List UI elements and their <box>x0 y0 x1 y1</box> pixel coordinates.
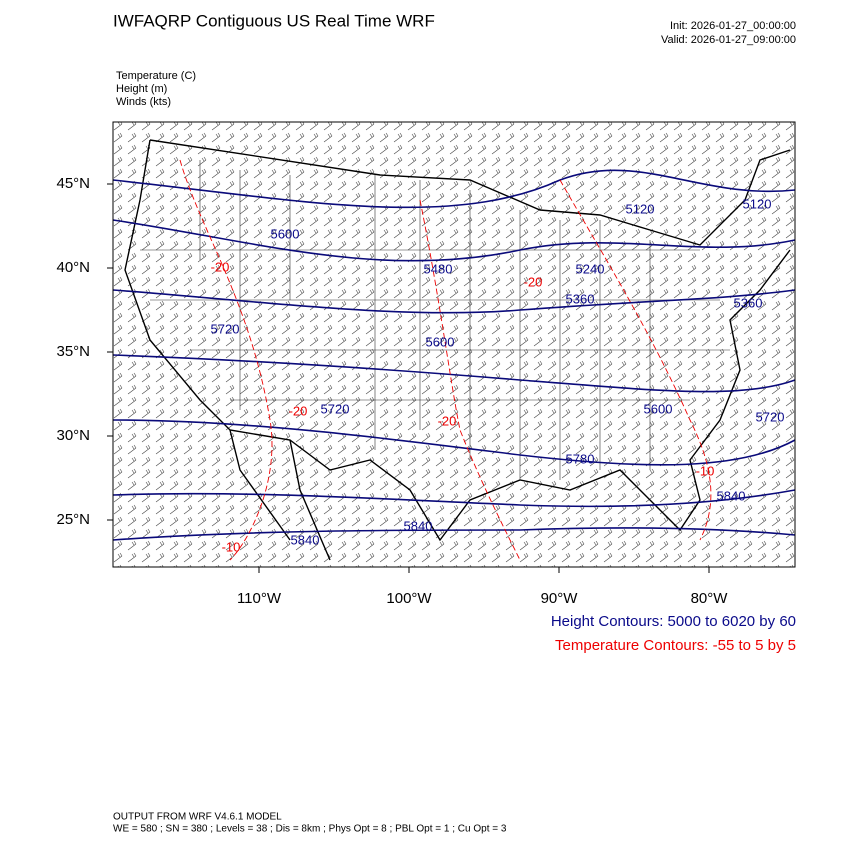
lon-label: 80°W <box>691 590 729 607</box>
height-label: 5720 <box>211 321 240 336</box>
height-label: 5600 <box>644 401 673 416</box>
map-labels: 45°N 40°N 35°N 30°N 25°N 110°W 100°W 90°W 80°W 56… <box>56 175 784 607</box>
field-name: Winds (kts) <box>116 96 171 108</box>
temperature-label: -20 <box>438 413 457 428</box>
height-label: 5600 <box>426 334 455 349</box>
valid-time: Valid: 2026-01-27_09:00:00 <box>661 34 796 46</box>
height-label: 5600 <box>271 226 300 241</box>
temperature-label: -10 <box>222 539 241 554</box>
temperature-label: -10 <box>696 463 715 478</box>
height-label: 5120 <box>743 196 772 211</box>
height-label: 5720 <box>321 401 350 416</box>
lon-label: 100°W <box>386 590 432 607</box>
height-legend: Height Contours: 5000 to 6020 by 60 <box>551 613 796 630</box>
temperature-legend: Temperature Contours: -55 to 5 by 5 <box>555 637 796 654</box>
height-label: 5840 <box>717 488 746 503</box>
boundaries <box>124 139 791 561</box>
height-label: 5360 <box>566 291 595 306</box>
lat-label: 30°N <box>56 427 90 444</box>
field-list: Temperature (C)Height (m)Winds (kts) <box>116 70 196 108</box>
wind-barbs <box>113 122 795 567</box>
height-label: 5480 <box>424 261 453 276</box>
lat-label: 25°N <box>56 511 90 528</box>
field-name: Height (m) <box>116 83 167 95</box>
height-label: 5720 <box>756 409 785 424</box>
lat-label: 35°N <box>56 343 90 360</box>
height-label: 5780 <box>566 451 595 466</box>
height-label: 5840 <box>291 532 320 547</box>
lon-label: 90°W <box>541 590 579 607</box>
lat-label: 45°N <box>56 175 90 192</box>
title: IWFAQRP Contiguous US Real Time WRF <box>113 11 435 30</box>
temperature-label: -20 <box>524 274 543 289</box>
map-frame <box>112 121 796 568</box>
height-label: 5240 <box>576 261 605 276</box>
lat-label: 40°N <box>56 259 90 276</box>
height-label: 5360 <box>734 295 763 310</box>
height-contours <box>112 169 796 541</box>
temperature-contours <box>179 159 712 561</box>
footer-line: WE = 580 ; SN = 380 ; Levels = 38 ; Dis … <box>113 824 507 835</box>
temperature-label: -20 <box>289 403 308 418</box>
map-border <box>112 121 796 568</box>
field-name: Temperature (C) <box>116 70 196 82</box>
init-time: Init: 2026-01-27_00:00:00 <box>670 20 796 32</box>
height-label: 5840 <box>404 518 433 533</box>
lon-label: 110°W <box>237 590 282 607</box>
footer-line: OUTPUT FROM WRF V4.6.1 MODEL <box>113 812 282 823</box>
height-label: 5120 <box>626 201 655 216</box>
temperature-label: -20 <box>211 259 230 274</box>
state-lines <box>140 160 730 480</box>
